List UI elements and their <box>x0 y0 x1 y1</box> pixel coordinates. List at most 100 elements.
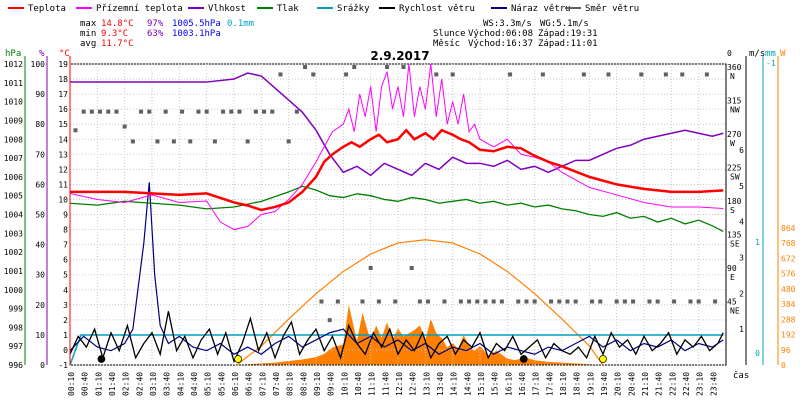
humidity-tick: 50 <box>35 211 45 220</box>
time-tick: 03:10 <box>149 372 158 396</box>
time-tick: 10:40 <box>354 372 363 396</box>
direction-tick: 135 <box>727 231 742 240</box>
wind-direction-point <box>655 299 660 304</box>
stat-pressure: 1005.5hPa <box>172 19 221 29</box>
wind-direction-point <box>409 266 414 270</box>
time-tick: 01:10 <box>94 372 103 396</box>
wind-direction-point <box>458 299 463 304</box>
temperature-tick: -1 <box>58 361 68 370</box>
stat-temperature: 9.3°C <box>101 29 128 39</box>
time-tick: 08:10 <box>286 372 295 396</box>
wind-direction-point <box>508 72 513 77</box>
time-tick: 00:10 <box>67 372 76 396</box>
direction-letter: S <box>730 206 735 215</box>
time-tick: 02:10 <box>122 372 131 396</box>
humidity-tick: 90 <box>35 90 45 99</box>
wind-direction-point <box>565 299 570 304</box>
temperature-tick: 10 <box>58 195 68 204</box>
wind-direction-point <box>672 299 677 304</box>
pressure-tick: 1009 <box>4 116 23 125</box>
pressure-tick: 1007 <box>4 154 23 163</box>
time-tick: 11:40 <box>381 372 390 396</box>
wind-direction-point <box>73 128 78 133</box>
wind-tick: 1 <box>739 325 744 334</box>
wind-direction-point <box>696 299 701 304</box>
wind-direction-point <box>680 72 685 77</box>
temperature-tick: 4 <box>63 286 68 295</box>
pressure-tick: 1010 <box>4 98 23 107</box>
humidity-tick: 100 <box>31 60 46 69</box>
wind-direction-point <box>385 65 390 69</box>
wind-direction-point <box>360 299 365 304</box>
legend-label: Přízemní teplota <box>96 4 183 14</box>
direction-letter: SE <box>730 240 740 249</box>
wind-direction-point <box>106 109 111 114</box>
wind-direction-point <box>631 299 636 304</box>
time-tick: 12:40 <box>409 372 418 396</box>
time-tick: 10:10 <box>340 372 349 396</box>
wind-direction-point <box>467 299 472 304</box>
pressure-tick: 1000 <box>4 286 23 295</box>
temperature-tick: 18 <box>58 75 68 84</box>
temperature-tick: 11 <box>58 180 68 189</box>
time-tick: 19:40 <box>600 372 609 396</box>
time-tick: 17:40 <box>545 372 554 396</box>
wind-direction-point <box>327 318 332 323</box>
pressure-tick: 1003 <box>4 229 23 238</box>
time-tick: 07:40 <box>272 372 281 396</box>
stat-humidity: 97% <box>147 19 164 29</box>
wind-direction-point <box>139 109 144 114</box>
time-tick: 06:10 <box>231 372 240 396</box>
series-přízemní-teplota <box>69 63 724 231</box>
time-tick: 08:40 <box>299 372 308 396</box>
wind-direction-point <box>557 299 562 304</box>
time-tick: 16:40 <box>518 372 527 396</box>
temperature-tick: 9 <box>63 211 68 220</box>
temperature-tick: 3 <box>63 301 68 310</box>
wind-direction-point <box>98 109 103 114</box>
chart-title: 2.9.2017 <box>370 49 429 63</box>
wind-direction-point <box>171 139 176 144</box>
pressure-tick: 1011 <box>4 79 23 88</box>
wind-direction-point <box>598 299 603 304</box>
time-tick: 19:10 <box>586 372 595 396</box>
pressure-tick: 1006 <box>4 173 23 182</box>
wind-direction-point <box>196 109 201 114</box>
time-tick: 02:40 <box>135 372 144 396</box>
series-srážky <box>69 334 724 366</box>
time-tick: 09:10 <box>313 372 322 396</box>
direction-top-marker: 0 <box>727 49 732 58</box>
pressure-tick: 1005 <box>4 192 23 201</box>
time-tick: 06:40 <box>245 372 254 396</box>
temperature-tick: 6 <box>63 256 68 265</box>
wind-direction-point <box>590 299 595 304</box>
temperature-tick: 0 <box>63 346 68 355</box>
wind-direction-point <box>303 65 308 69</box>
wind-direction-point <box>647 299 652 304</box>
temperature-tick: 19 <box>58 60 68 69</box>
wind-direction-point <box>319 299 324 304</box>
time-tick: 23:40 <box>709 372 718 396</box>
direction-tick: 45 <box>727 298 737 307</box>
time-tick: 22:40 <box>682 372 691 396</box>
wind-direction-point <box>549 299 554 304</box>
wind-direction-point <box>688 299 693 304</box>
wind-tick: 5 <box>739 182 744 191</box>
pressure-tick: 996 <box>9 361 24 370</box>
time-tick: 21:40 <box>655 372 664 396</box>
wind-direction-point <box>663 72 668 77</box>
solar-tick: 480 <box>781 285 796 294</box>
time-tick: 23:10 <box>696 372 705 396</box>
legend-label: Vlhkost <box>208 4 246 14</box>
wind-direction-point <box>524 299 529 304</box>
moonset-time: Západ:11:01 <box>538 39 598 49</box>
solar-tick: 192 <box>781 331 796 340</box>
solar-tick: 768 <box>781 239 796 248</box>
time-tick: 20:40 <box>627 372 636 396</box>
solar-tick: 576 <box>781 270 796 279</box>
humidity-tick: 40 <box>35 241 45 250</box>
wind-direction-point <box>130 139 135 144</box>
solar-tick: 384 <box>781 300 796 309</box>
stat-temperature: 14.8°C <box>101 19 134 29</box>
